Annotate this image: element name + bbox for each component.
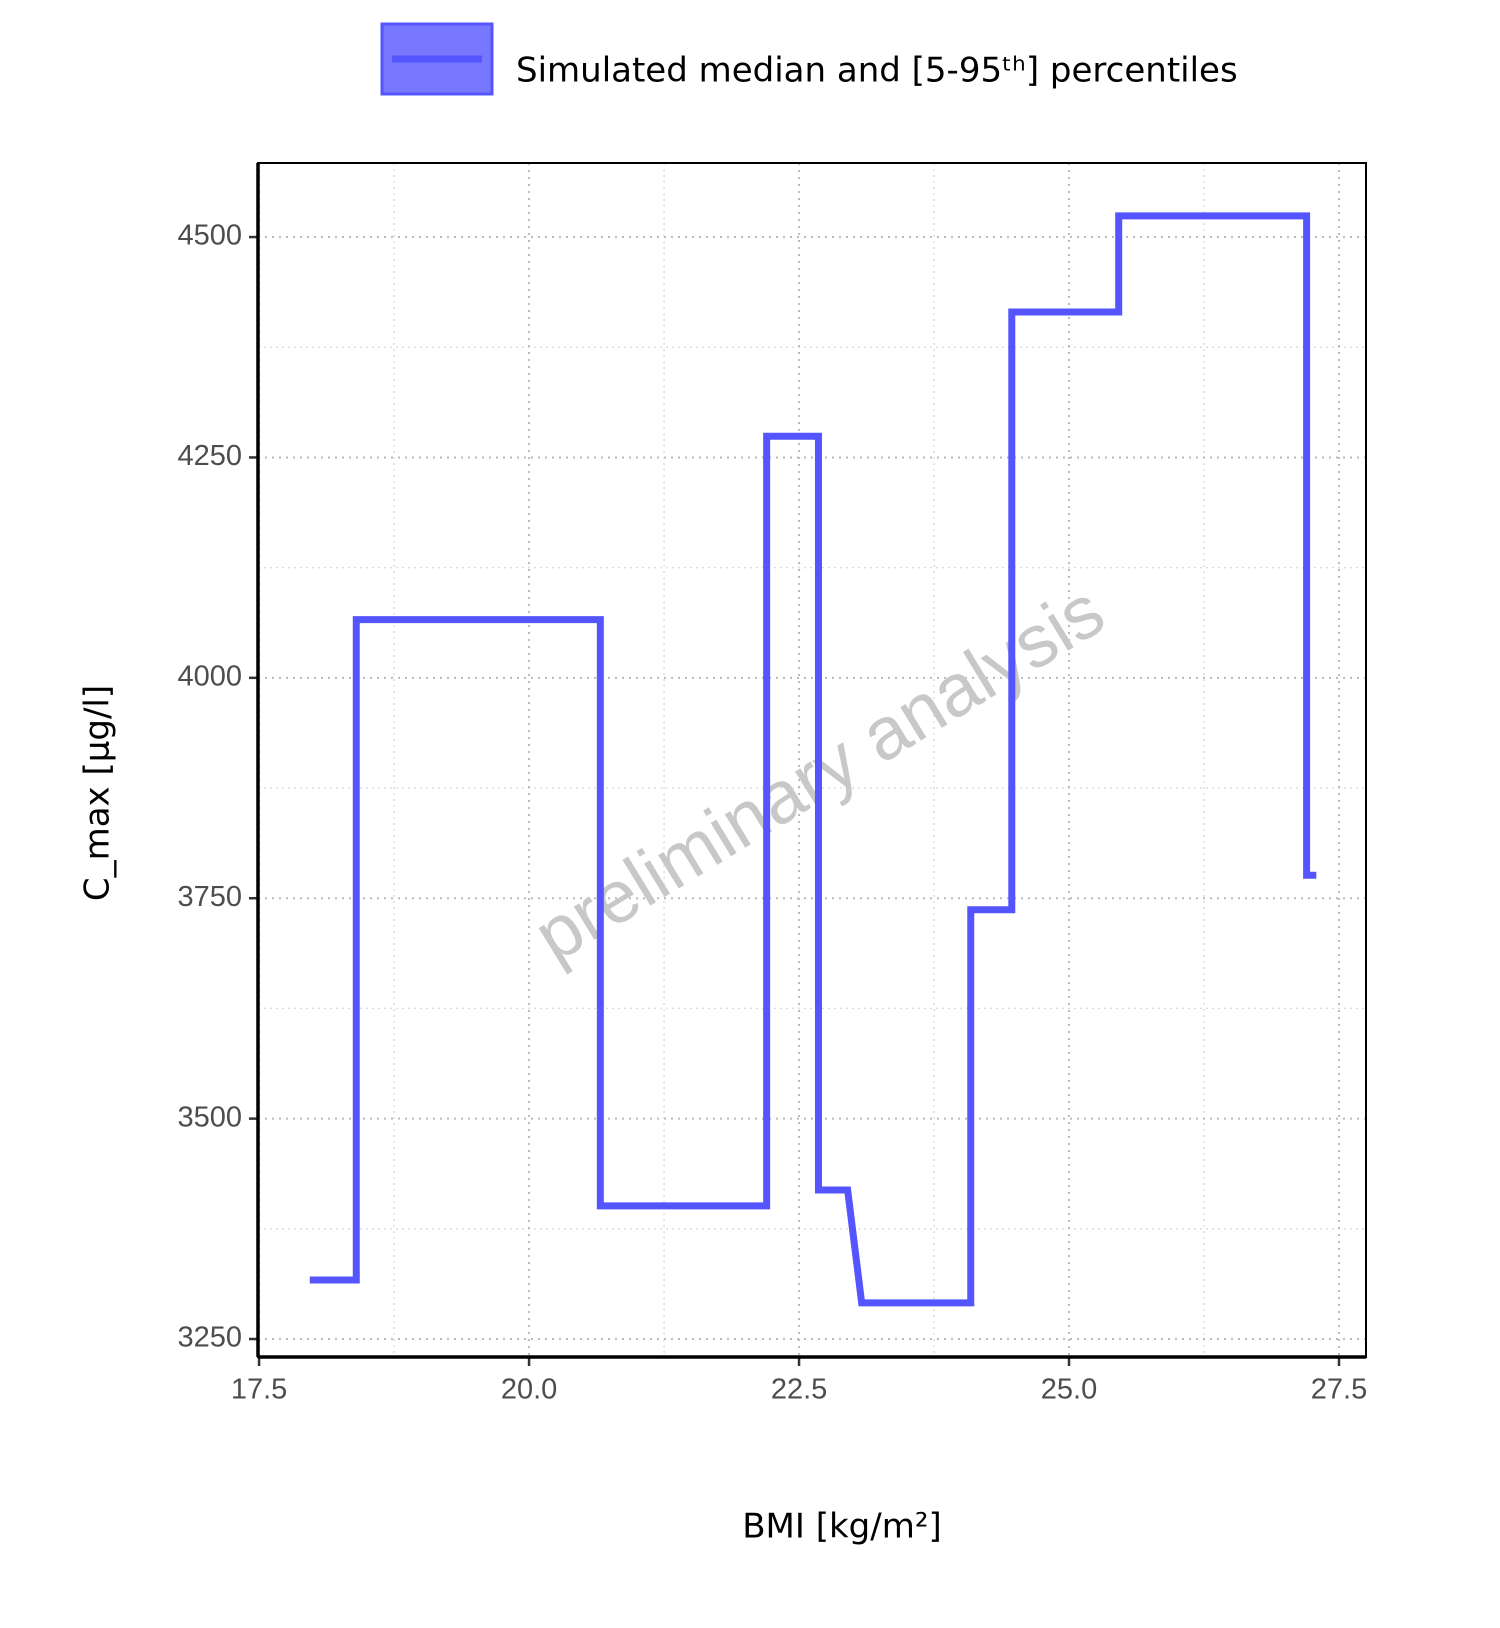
y-tick-label: 4000 (177, 660, 242, 692)
y-tick-label: 3250 (177, 1322, 242, 1354)
x-tick-label: 17.5 (231, 1374, 287, 1406)
legend-label: Simulated median and [5-95ᵗʰ] percentile… (516, 51, 1238, 91)
x-tick-label: 25.0 (1041, 1374, 1097, 1406)
x-axis-title: BMI [kg/m²] (742, 1507, 942, 1547)
y-tick-label: 4500 (177, 220, 242, 252)
y-tick-label: 3750 (177, 881, 242, 913)
x-tick-label: 22.5 (771, 1374, 827, 1406)
y-tick-label: 3500 (177, 1101, 242, 1133)
line (309, 212, 1317, 1307)
x-tick-label: 27.5 (1311, 1374, 1367, 1406)
y-tick-label: 4250 (177, 440, 242, 472)
x-tick-label: 20.0 (501, 1374, 557, 1406)
y-axis-title: C_max [µg/l] (78, 685, 118, 901)
